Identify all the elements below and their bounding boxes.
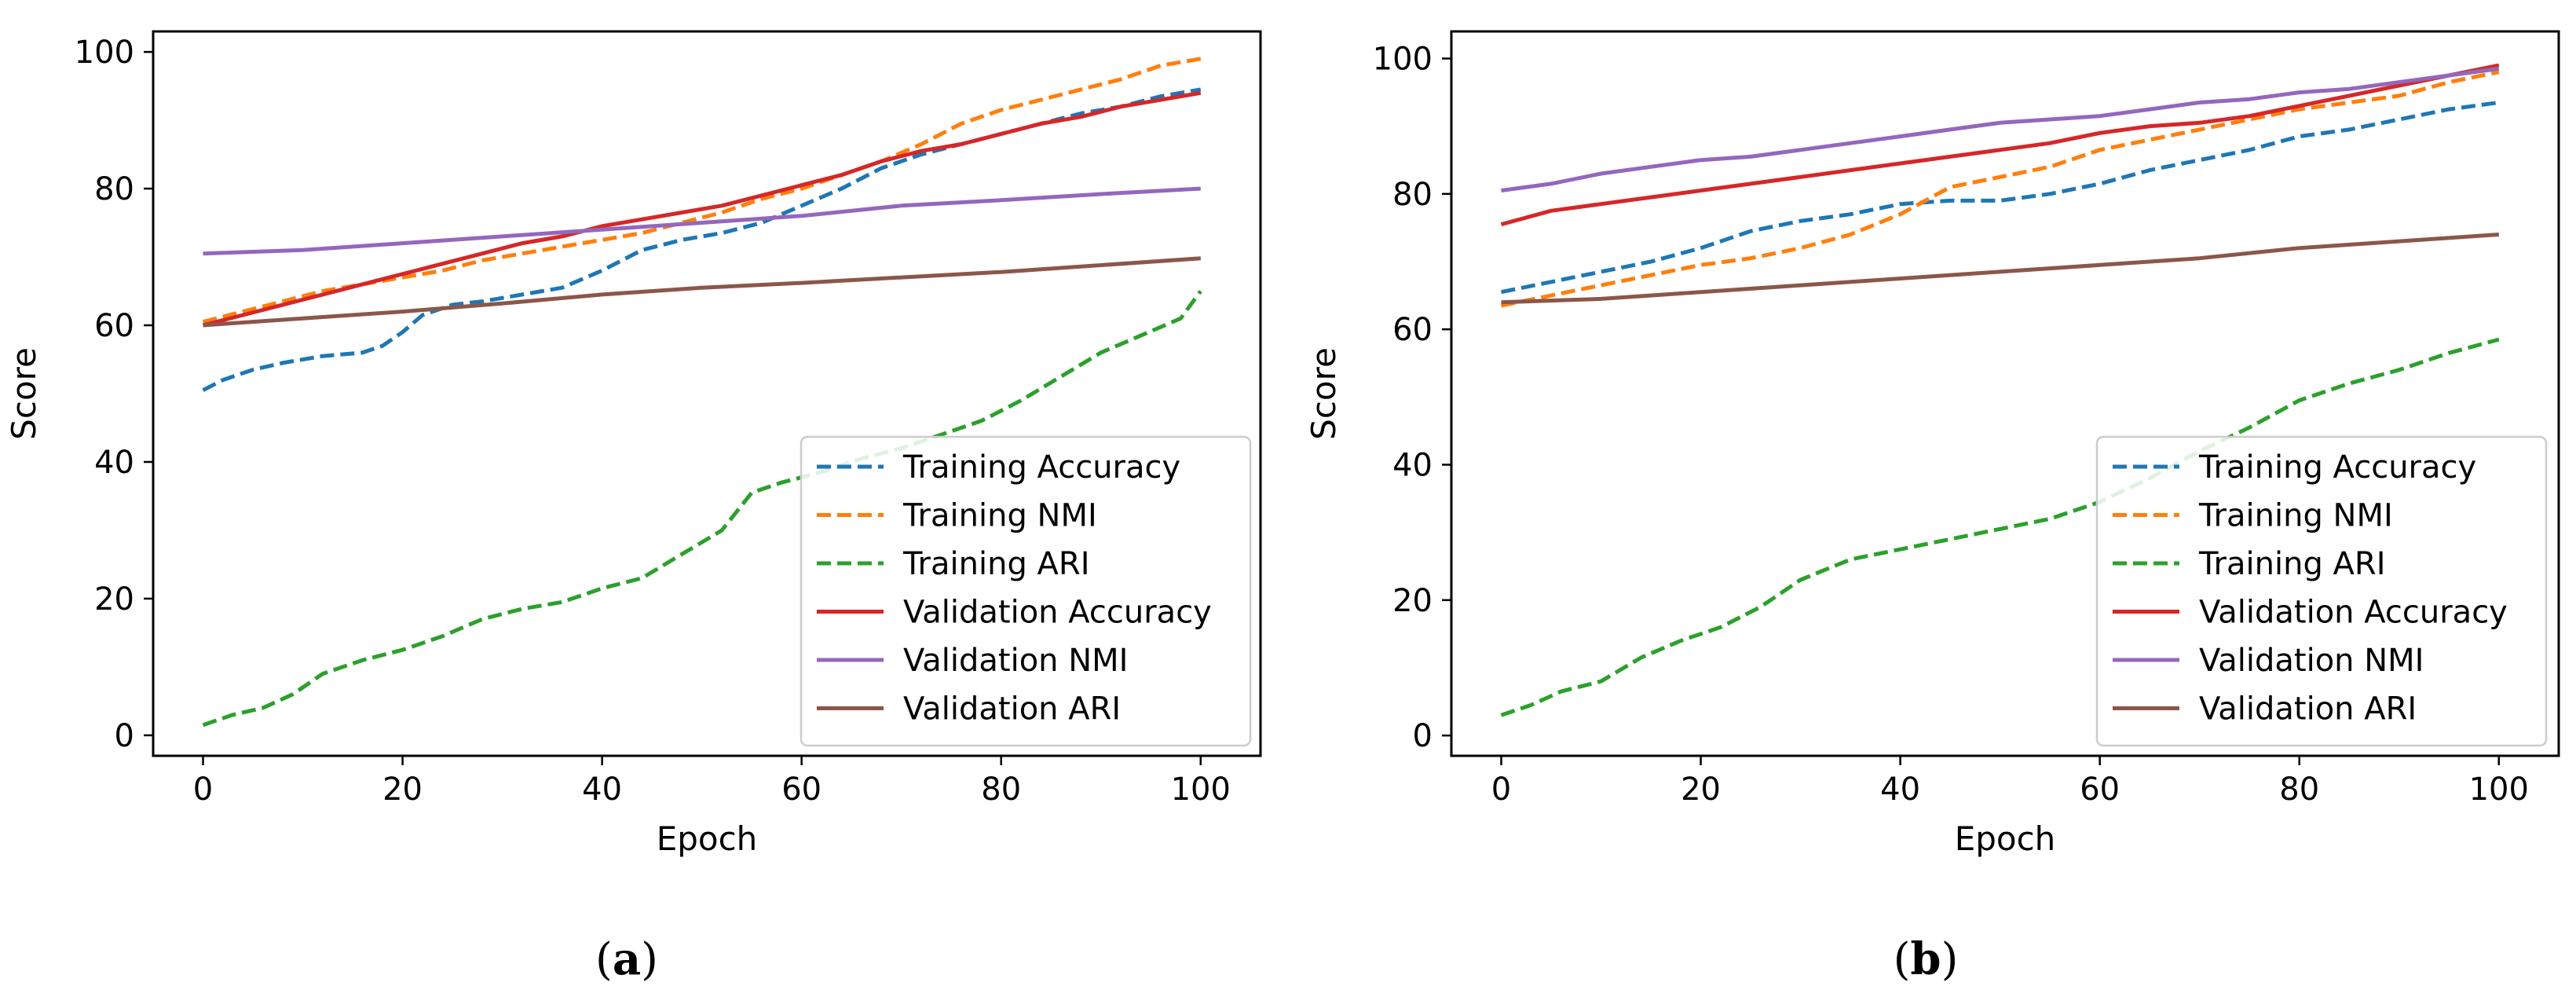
panel-caption: (a) bbox=[595, 933, 658, 985]
legend-label: Training Accuracy bbox=[902, 449, 1180, 486]
x-tick-label: 40 bbox=[1880, 772, 1920, 808]
x-tick-label: 40 bbox=[582, 772, 622, 808]
x-axis-title: Epoch bbox=[657, 819, 758, 858]
y-tick-label: 80 bbox=[1392, 177, 1433, 213]
x-tick-label: 100 bbox=[1171, 772, 1231, 808]
x-tick-label: 80 bbox=[981, 772, 1021, 808]
x-tick-label: 60 bbox=[2080, 772, 2120, 808]
y-tick-label: 60 bbox=[94, 308, 134, 344]
panel-caption: (b) bbox=[1894, 933, 1959, 985]
plot-frame bbox=[1450, 30, 2560, 757]
x-tick-label: 20 bbox=[382, 772, 423, 808]
panel-caption-letter: a bbox=[613, 933, 641, 985]
panel-caption-letter: b bbox=[1910, 933, 1941, 985]
y-tick-label: 100 bbox=[75, 35, 134, 71]
legend-label: Training Accuracy bbox=[2198, 449, 2476, 486]
y-tick-label: 20 bbox=[1392, 583, 1433, 619]
y-tick-label: 40 bbox=[94, 445, 134, 481]
y-tick-label: 20 bbox=[94, 581, 134, 618]
y-axis-title: Score bbox=[1304, 347, 1343, 440]
plot-frame bbox=[152, 30, 1262, 757]
series-line-validation-nmi bbox=[1501, 66, 2500, 192]
legend-label: Validation Accuracy bbox=[903, 595, 1212, 631]
x-tick-label: 60 bbox=[781, 772, 821, 808]
series-line-validation-ari bbox=[203, 256, 1201, 328]
legend-label: Validation NMI bbox=[903, 643, 1128, 679]
y-tick-label: 0 bbox=[1413, 718, 1433, 754]
chart-panel-a: 0 20 40 60 80 100 0 20 40 60 80 100 Epoch Score Traini… bbox=[5, 30, 1262, 985]
legend-label: Validation Accuracy bbox=[2199, 595, 2508, 631]
legend-label: Training NMI bbox=[902, 498, 1097, 534]
x-tick-label: 100 bbox=[2469, 772, 2529, 808]
series-line-training-nmi bbox=[1501, 70, 2500, 308]
x-tick-label: 20 bbox=[1681, 772, 1721, 808]
legend-label: Training ARI bbox=[2198, 546, 2386, 582]
series-line-validation-accuracy bbox=[1500, 63, 2500, 227]
y-tick-label: 0 bbox=[115, 718, 134, 754]
series-line-validation-ari bbox=[1501, 233, 2499, 305]
series-line-training-ari bbox=[1500, 337, 2500, 717]
y-axis-title: Score bbox=[5, 347, 43, 440]
y-tick-label: 60 bbox=[1392, 312, 1433, 348]
y-tick-label: 80 bbox=[94, 171, 134, 207]
x-tick-label: 0 bbox=[1491, 772, 1511, 808]
legend-label: Validation ARI bbox=[2199, 691, 2417, 728]
legend-box bbox=[800, 435, 1252, 747]
x-tick-label: 0 bbox=[193, 772, 213, 808]
x-tick-label: 80 bbox=[2279, 772, 2319, 808]
series-line-validation-accuracy bbox=[202, 90, 1202, 328]
series-line-training-accuracy bbox=[202, 87, 1202, 392]
y-tick-label: 40 bbox=[1392, 447, 1433, 483]
legend-box bbox=[2095, 435, 2548, 747]
series-line-training-ari bbox=[202, 290, 1202, 728]
series-line-training-accuracy bbox=[1501, 101, 2500, 295]
legend-label: Validation NMI bbox=[2199, 643, 2424, 679]
legend-label: Validation ARI bbox=[903, 691, 1121, 728]
legend-label: Training NMI bbox=[2198, 498, 2393, 534]
chart-panel-b: 0 20 40 60 80 100 0 20 40 60 80 100 Epoch Score Traini… bbox=[1304, 30, 2560, 985]
series-line-validation-nmi bbox=[203, 186, 1201, 256]
x-axis-title: Epoch bbox=[1955, 819, 2056, 858]
y-tick-label: 100 bbox=[1373, 41, 1433, 77]
legend-label: Training ARI bbox=[902, 546, 1090, 582]
series-line-training-nmi bbox=[202, 57, 1202, 324]
